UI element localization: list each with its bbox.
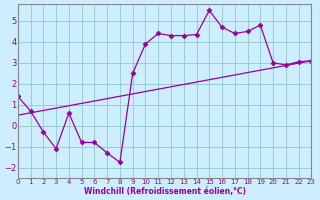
X-axis label: Windchill (Refroidissement éolien,°C): Windchill (Refroidissement éolien,°C) xyxy=(84,187,246,196)
